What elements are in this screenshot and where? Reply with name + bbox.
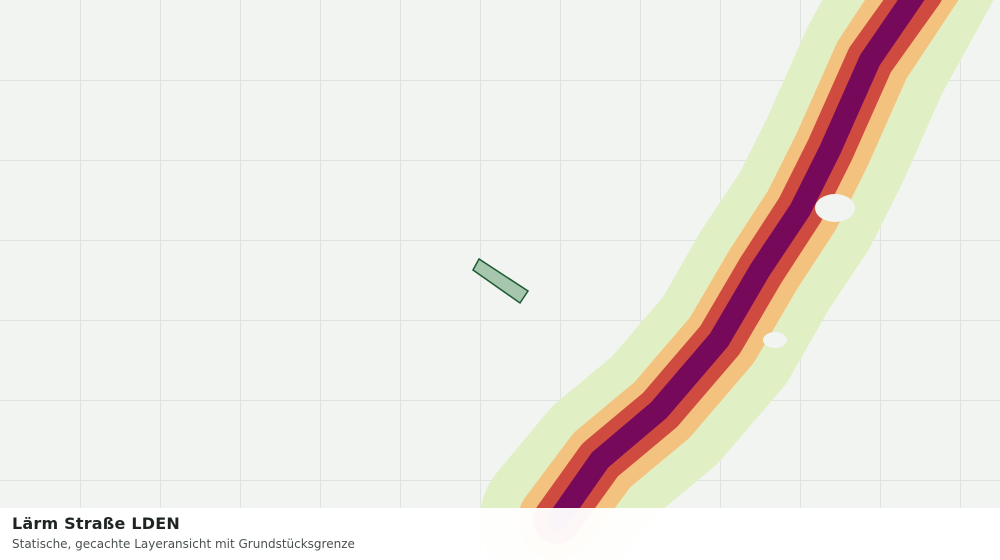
layer-title: Lärm Straße LDEN [12, 514, 180, 533]
noise-layer [480, 0, 994, 560]
noise-band-max [547, 0, 925, 531]
info-panel: Lärm Straße LDEN Statische, gecachte Lay… [0, 508, 1000, 560]
layer-subtitle: Statische, gecachte Layeransicht mit Gru… [12, 537, 355, 551]
noise-gap [763, 332, 787, 348]
noise-gap [815, 194, 855, 222]
parcel-boundary[interactable] [472, 257, 530, 305]
